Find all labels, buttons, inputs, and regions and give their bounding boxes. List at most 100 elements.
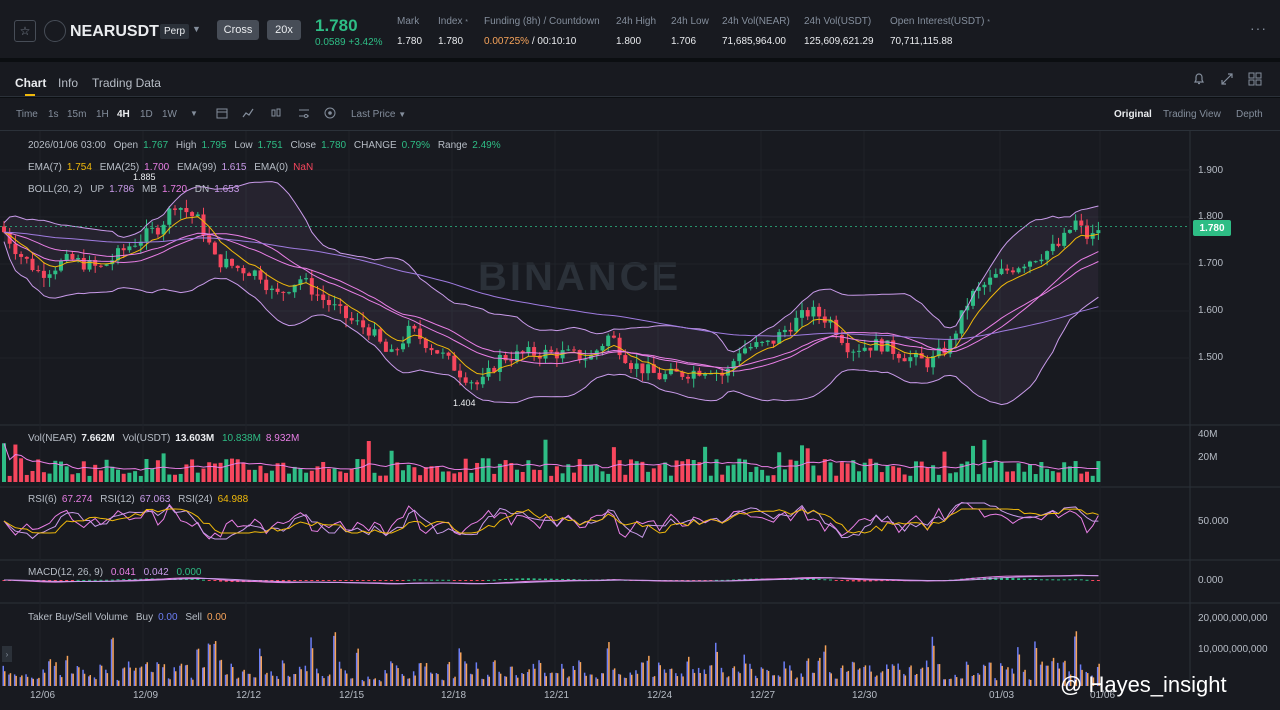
- taker-sell-bar: [72, 673, 74, 686]
- candle: [383, 341, 388, 352]
- candle: [395, 349, 400, 351]
- taker-sell-bar: [836, 678, 838, 686]
- ohlc-date: 2026/01/06 03:00: [28, 140, 106, 151]
- volume-bar: [298, 468, 303, 482]
- volume-bar: [1039, 462, 1044, 482]
- volume-bar: [771, 475, 776, 482]
- taker-buy-bar: [521, 672, 523, 686]
- candle: [372, 329, 377, 336]
- contract-type-badge: Perp: [160, 24, 190, 39]
- expand-icon[interactable]: [1220, 72, 1234, 86]
- candle: [874, 339, 879, 351]
- stat-value: 1.780: [397, 36, 423, 47]
- taker-sell-bar: [864, 665, 867, 686]
- taker-sell-bar: [135, 667, 137, 686]
- view-original[interactable]: Original: [1114, 109, 1152, 120]
- macd-histogram-bar: [697, 580, 701, 581]
- taker-sell-bar: [710, 665, 713, 686]
- candle-type-icon[interactable]: [270, 107, 282, 122]
- indicator-chart-icon[interactable]: [242, 107, 254, 122]
- symbol-dropdown-chevron-icon[interactable]: ▼: [192, 24, 201, 34]
- interval-15m[interactable]: 15m: [67, 109, 87, 120]
- funding-countdown: / 00:10:10: [531, 36, 577, 47]
- interval-1h[interactable]: 1H: [96, 109, 109, 120]
- candle: [691, 370, 696, 379]
- taker-sell-bar: [824, 645, 827, 686]
- tab-trading-data[interactable]: Trading Data: [92, 76, 161, 90]
- taker-sell-bar: [271, 675, 274, 686]
- candle: [971, 290, 975, 306]
- taker-sell-bar: [579, 662, 582, 686]
- volume-bar: [423, 467, 428, 482]
- macd-histogram-bar: [1057, 579, 1060, 581]
- taker-buy-bar: [418, 663, 421, 686]
- chart-area[interactable]: [0, 131, 1280, 710]
- volume-bar: [805, 448, 810, 482]
- candle: [577, 350, 582, 360]
- margin-mode-button[interactable]: Cross: [217, 20, 259, 40]
- taker-sell-bar: [898, 669, 901, 686]
- taker-buy-bar: [515, 675, 517, 686]
- ema25-value: 1.700: [144, 162, 170, 173]
- macd-histogram-bar: [1000, 577, 1003, 580]
- macd-histogram-bar: [224, 580, 228, 582]
- volume-bar: [475, 462, 480, 482]
- taker-buy-bar: [504, 676, 506, 686]
- symbol-name[interactable]: NEARUSDT: [70, 23, 159, 40]
- favorite-star-icon[interactable]: ☆: [14, 20, 36, 42]
- calendar-icon[interactable]: [216, 107, 228, 122]
- taker-sell-bar: [727, 676, 730, 686]
- taker-buy-bar: [162, 667, 164, 686]
- candle: [458, 370, 462, 378]
- settings-sliders-icon[interactable]: [298, 107, 310, 122]
- taker-buy-value: 0.00: [158, 612, 178, 623]
- leverage-button[interactable]: 20x: [267, 20, 301, 40]
- taker-buy-bar: [578, 660, 580, 686]
- view-trading-view[interactable]: Trading View: [1163, 109, 1221, 120]
- volume-bar: [737, 458, 742, 482]
- taker-buy-bar: [1028, 679, 1030, 686]
- candle: [13, 243, 18, 255]
- price-source-select[interactable]: Last Price ▼: [351, 109, 406, 120]
- tab-info[interactable]: Info: [58, 76, 79, 90]
- volume-bar: [515, 469, 519, 482]
- macd-histogram-bar: [70, 580, 74, 581]
- taker-buy-bar: [686, 661, 688, 686]
- interval-1d[interactable]: 1D: [140, 109, 153, 120]
- tab-chart[interactable]: Chart: [15, 76, 47, 90]
- macd-histogram-bar: [338, 580, 342, 581]
- interval-dropdown-chevron-icon[interactable]: ▼: [190, 109, 198, 118]
- candle: [509, 360, 514, 362]
- view-depth[interactable]: Depth: [1236, 109, 1263, 120]
- taker-sell-bar: [408, 678, 411, 686]
- volume-bar: [41, 472, 46, 482]
- boll-label: BOLL(20, 2): [28, 184, 83, 195]
- taker-buy-bar: [658, 662, 660, 686]
- interval-1s[interactable]: 1s: [48, 109, 59, 120]
- candle: [440, 352, 445, 354]
- more-options-icon[interactable]: ···: [1250, 20, 1267, 36]
- taker-sell-bar: [699, 673, 701, 686]
- taker-sell-bar: [596, 678, 599, 686]
- macd-histogram-bar: [344, 580, 348, 581]
- target-icon[interactable]: [324, 107, 336, 122]
- taker-buy-bar: [48, 661, 50, 686]
- info-icon[interactable]: *: [465, 19, 468, 26]
- volume-bar: [794, 460, 799, 482]
- taker-sell-bar: [693, 672, 696, 686]
- interval-1w[interactable]: 1W: [162, 109, 177, 120]
- taker-buy-bar: [464, 661, 466, 686]
- info-icon[interactable]: *: [987, 19, 990, 26]
- layout-grid-icon[interactable]: [1248, 72, 1262, 86]
- bell-icon[interactable]: [1192, 72, 1206, 86]
- interval-4h[interactable]: 4H: [117, 109, 130, 120]
- volume-bar: [908, 475, 913, 482]
- taker-buy-bar: [868, 665, 871, 686]
- volume-bar: [948, 473, 953, 482]
- candle: [868, 347, 873, 351]
- collapse-panel-chevron-icon[interactable]: ›: [2, 646, 12, 662]
- date-label: 01/06: [1090, 690, 1116, 701]
- taker-sell-bar: [220, 659, 223, 686]
- macd-histogram-bar: [538, 578, 542, 580]
